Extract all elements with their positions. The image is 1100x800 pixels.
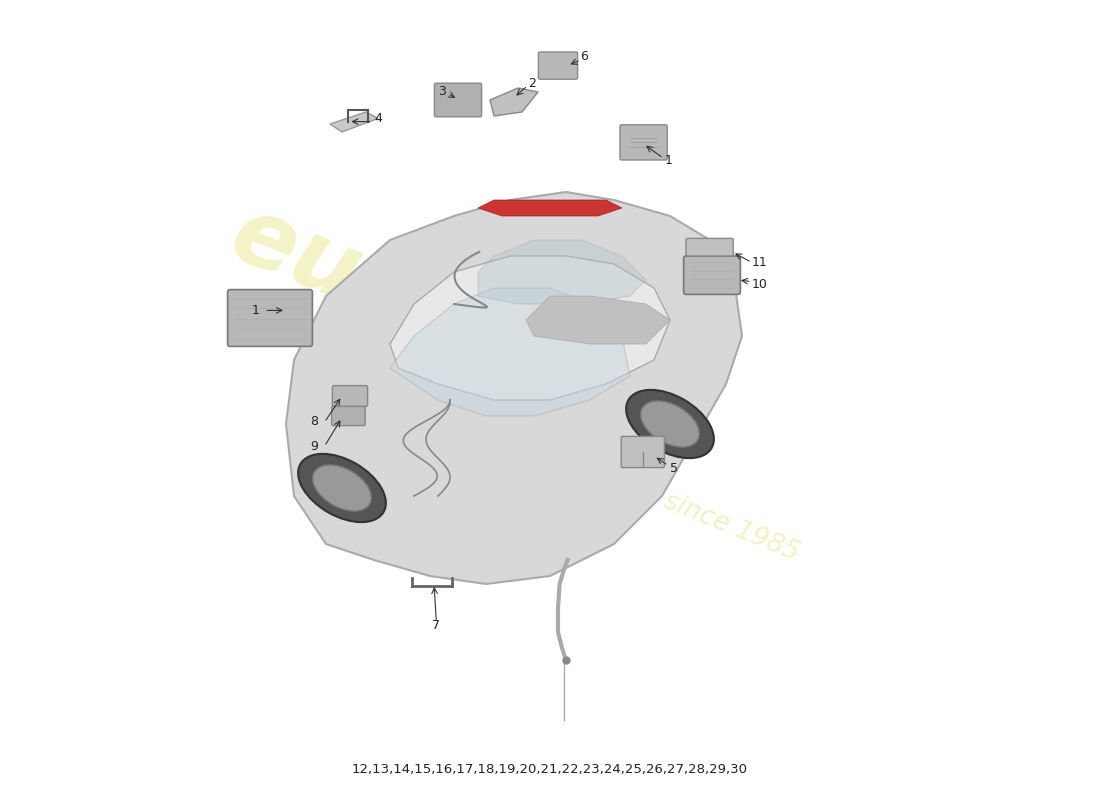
Polygon shape <box>526 296 670 344</box>
FancyBboxPatch shape <box>331 406 365 426</box>
Polygon shape <box>390 288 630 416</box>
Text: a passion for parts since 1985: a passion for parts since 1985 <box>425 394 804 566</box>
Text: 2: 2 <box>528 77 537 90</box>
Polygon shape <box>478 240 646 304</box>
Text: 7: 7 <box>432 619 440 632</box>
Text: 11: 11 <box>751 256 768 269</box>
Text: 10: 10 <box>751 278 768 290</box>
Text: 1: 1 <box>252 304 260 317</box>
Text: 6: 6 <box>580 50 587 62</box>
FancyBboxPatch shape <box>228 290 312 346</box>
Text: 5: 5 <box>670 462 678 475</box>
Ellipse shape <box>640 401 700 447</box>
FancyBboxPatch shape <box>621 437 664 467</box>
Polygon shape <box>478 200 622 216</box>
Ellipse shape <box>298 454 386 522</box>
FancyBboxPatch shape <box>538 52 578 79</box>
Text: euroPars: euroPars <box>218 189 691 451</box>
Text: 8: 8 <box>310 415 318 428</box>
FancyBboxPatch shape <box>434 83 482 117</box>
Text: 1: 1 <box>664 154 672 166</box>
FancyBboxPatch shape <box>620 125 668 160</box>
Polygon shape <box>286 192 742 584</box>
Ellipse shape <box>626 390 714 458</box>
Ellipse shape <box>312 465 372 511</box>
Text: 3: 3 <box>438 85 446 98</box>
Polygon shape <box>390 256 670 400</box>
Polygon shape <box>330 112 378 132</box>
FancyBboxPatch shape <box>686 238 734 256</box>
Text: 4: 4 <box>374 112 382 125</box>
Polygon shape <box>490 88 538 116</box>
Text: 12,13,14,15,16,17,18,19,20,21,22,23,24,25,26,27,28,29,30: 12,13,14,15,16,17,18,19,20,21,22,23,24,2… <box>352 763 748 776</box>
Text: 9: 9 <box>310 440 318 453</box>
FancyBboxPatch shape <box>683 256 740 294</box>
FancyBboxPatch shape <box>332 386 367 406</box>
